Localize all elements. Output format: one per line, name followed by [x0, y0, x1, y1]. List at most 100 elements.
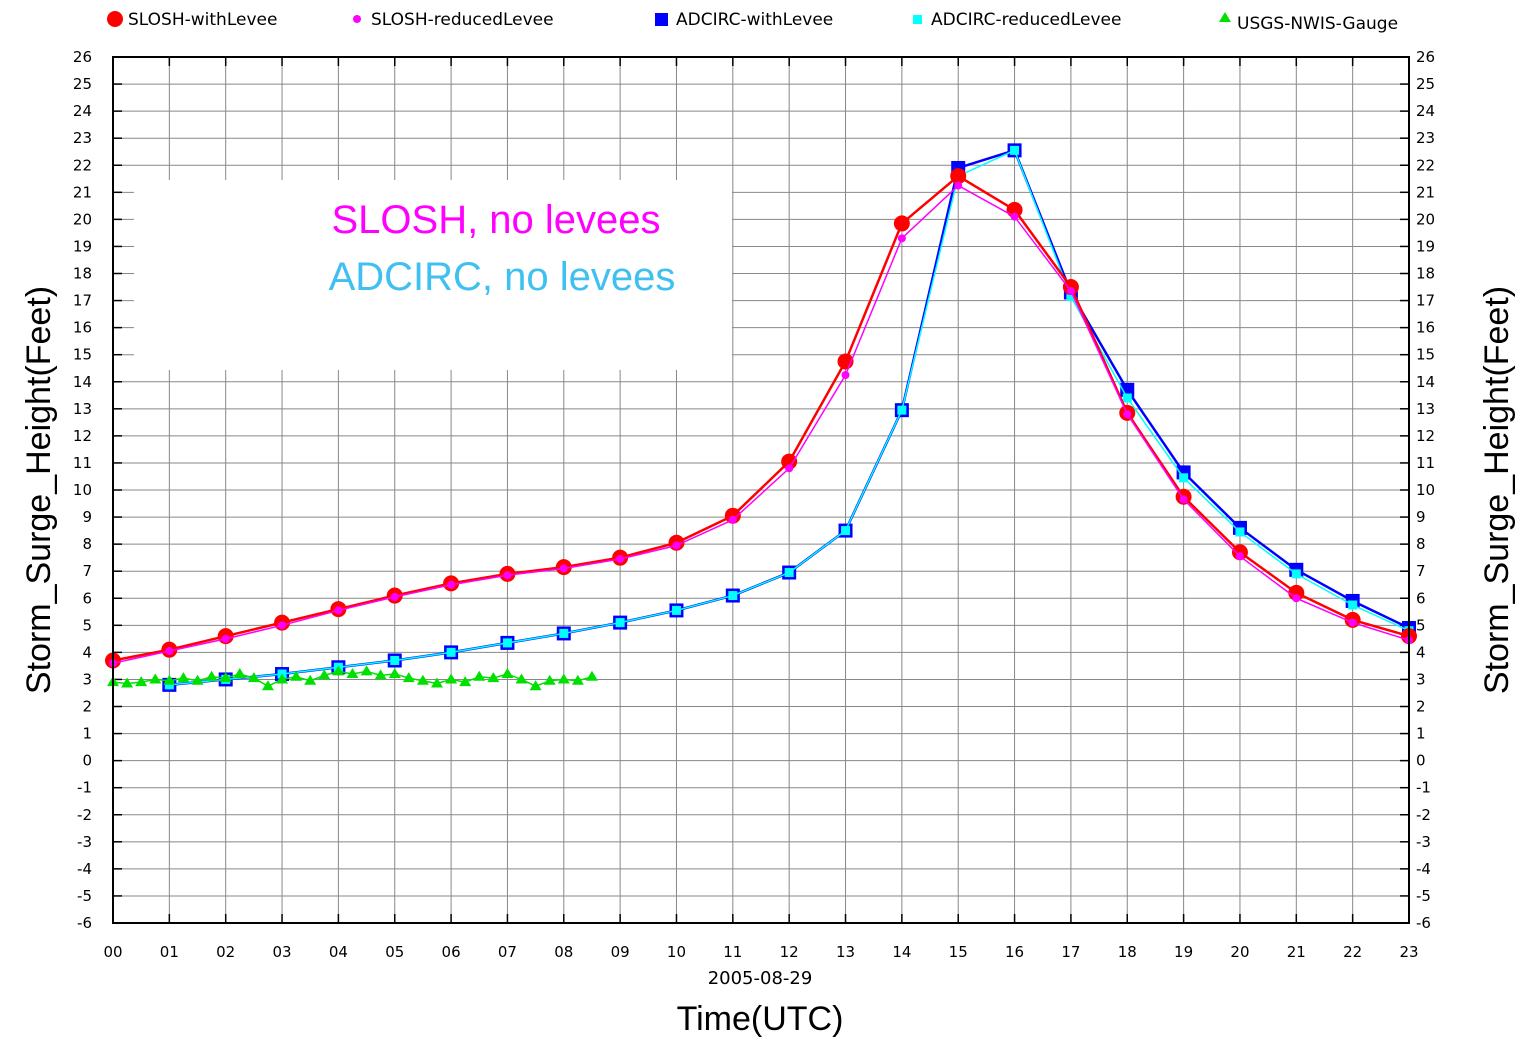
- y-tick-label-left: 21: [73, 183, 92, 201]
- x-tick-label: 20: [1230, 943, 1249, 961]
- y-tick-label-right: 16: [1416, 319, 1435, 337]
- y-tick-label-left: -2: [77, 806, 92, 824]
- x-tick-label: 03: [272, 943, 291, 961]
- y-tick-label-right: 25: [1416, 75, 1435, 93]
- legend-marker-adcirc-reducedlevee: [913, 15, 922, 24]
- data-point-slosh-reducedlevee: [447, 581, 455, 589]
- x-tick-label: 19: [1174, 943, 1193, 961]
- data-point-slosh-reducedlevee: [391, 593, 399, 601]
- y-tick-label-left: -4: [77, 860, 92, 878]
- y-tick-label-left: 8: [82, 535, 92, 553]
- y-tick-label-right: 3: [1416, 670, 1426, 688]
- x-tick-label: 11: [723, 943, 742, 961]
- data-point-usgs-nwis-gauge: [206, 671, 218, 681]
- y-tick-label-left: -1: [77, 779, 92, 797]
- y-tick-label-left: 25: [73, 75, 92, 93]
- data-point-adcirc-reducedlevee: [1235, 527, 1244, 536]
- y-tick-label-right: 5: [1416, 616, 1426, 634]
- y-tick-label-left: 16: [73, 319, 92, 337]
- legend-label-usgs-gauge: USGS-NWIS-Gauge: [1237, 14, 1398, 34]
- y-tick-label-left: 15: [73, 346, 92, 364]
- data-point-slosh-reducedlevee: [560, 564, 568, 572]
- data-point-slosh-reducedlevee: [1236, 552, 1244, 560]
- data-point-usgs-nwis-gauge: [234, 668, 246, 678]
- data-point-adcirc-reducedlevee: [447, 648, 456, 657]
- y-tick-label-left: -5: [77, 887, 92, 905]
- y-tick-label-left: 19: [73, 237, 92, 255]
- x-tick-label: 18: [1118, 943, 1137, 961]
- x-tick-label: 08: [554, 943, 573, 961]
- data-point-adcirc-reducedlevee: [897, 406, 906, 415]
- data-point-adcirc-reducedlevee: [728, 591, 737, 600]
- y-tick-label-left: 22: [73, 156, 92, 174]
- data-point-adcirc-reducedlevee: [616, 618, 625, 627]
- x-tick-label: 00: [103, 943, 122, 961]
- data-point-slosh-reducedlevee: [785, 464, 793, 472]
- x-tick-label: 14: [892, 943, 911, 961]
- y-tick-label-left: 17: [73, 292, 92, 310]
- y-tick-label-right: 2: [1416, 698, 1426, 716]
- y-tick-label-right: 7: [1416, 562, 1426, 580]
- annotation-slosh: SLOSH, no levees: [331, 198, 660, 242]
- y-tick-label-right: -1: [1416, 779, 1431, 797]
- data-point-usgs-nwis-gauge: [558, 673, 570, 683]
- x-tick-label: 21: [1287, 943, 1306, 961]
- x-tick-label: 07: [498, 943, 517, 961]
- data-point-slosh-reducedlevee: [1011, 213, 1019, 221]
- x-tick-label: 22: [1343, 943, 1362, 961]
- data-point-slosh-reducedlevee: [729, 516, 737, 524]
- y-tick-label-left: 20: [73, 210, 92, 228]
- legend-label-slosh-reducedlevee: SLOSH-reducedLevee: [371, 10, 554, 30]
- y-tick-label-right: 11: [1416, 454, 1435, 472]
- x-tick-label: 02: [216, 943, 235, 961]
- data-point-usgs-nwis-gauge: [361, 665, 373, 675]
- data-point-usgs-nwis-gauge: [501, 668, 513, 678]
- y-tick-label-right: -4: [1416, 860, 1431, 878]
- data-point-adcirc-reducedlevee: [1123, 393, 1132, 402]
- x-tick-label: 01: [160, 943, 179, 961]
- legend-marker-slosh-reducedlevee: [353, 15, 361, 23]
- x-tick-label: 15: [949, 943, 968, 961]
- legend-label-adcirc-reducedlevee: ADCIRC-reducedLevee: [931, 10, 1121, 30]
- y-tick-label-right: 26: [1416, 48, 1435, 66]
- y-tick-label-right: 22: [1416, 156, 1435, 174]
- data-point-usgs-nwis-gauge: [177, 672, 189, 682]
- data-point-slosh-reducedlevee: [334, 606, 342, 614]
- data-point-usgs-nwis-gauge: [262, 680, 274, 690]
- y-tick-label-left: 1: [82, 725, 92, 743]
- y-tick-label-right: 18: [1416, 265, 1435, 283]
- data-point-slosh-reducedlevee: [1067, 287, 1075, 295]
- y-tick-label-right: -2: [1416, 806, 1431, 824]
- y-tick-label-right: 0: [1416, 752, 1426, 770]
- data-point-slosh-withlevee: [894, 215, 910, 231]
- y-tick-label-left: 12: [73, 427, 92, 445]
- y-tick-label-left: 0: [82, 752, 92, 770]
- data-point-slosh-reducedlevee: [898, 234, 906, 242]
- data-point-slosh-reducedlevee: [1123, 410, 1131, 418]
- x-tick-label: 13: [836, 943, 855, 961]
- y-tick-label-left: 18: [73, 265, 92, 283]
- data-point-slosh-reducedlevee: [165, 647, 173, 655]
- data-point-slosh-reducedlevee: [1180, 495, 1188, 503]
- y-tick-label-left: 3: [82, 670, 92, 688]
- data-point-adcirc-reducedlevee: [841, 526, 850, 535]
- y-tick-label-right: 10: [1416, 481, 1435, 499]
- data-point-slosh-reducedlevee: [954, 182, 962, 190]
- y-tick-label-left: 23: [73, 129, 92, 147]
- y-tick-label-right: 4: [1416, 643, 1426, 661]
- y-axis-title-right: Storm_Surge_Height(Feet): [1478, 286, 1516, 694]
- y-tick-label-left: 26: [73, 48, 92, 66]
- y-tick-label-right: 20: [1416, 210, 1435, 228]
- y-tick-label-right: 12: [1416, 427, 1435, 445]
- x-axis-date: 2005-08-29: [708, 968, 813, 989]
- y-tick-label-left: 13: [73, 400, 92, 418]
- x-tick-label: 23: [1399, 943, 1418, 961]
- y-tick-label-right: 9: [1416, 508, 1426, 526]
- legend-label-adcirc-withlevee: ADCIRC-withLevee: [676, 10, 833, 30]
- data-point-usgs-nwis-gauge: [445, 673, 457, 683]
- y-tick-label-right: 17: [1416, 292, 1435, 310]
- data-point-slosh-reducedlevee: [616, 555, 624, 563]
- data-point-adcirc-reducedlevee: [785, 568, 794, 577]
- x-tick-label: 09: [611, 943, 630, 961]
